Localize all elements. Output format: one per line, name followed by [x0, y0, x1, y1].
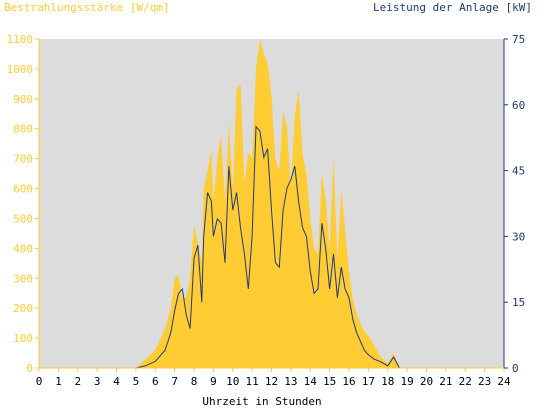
x-tick-label: 21: [439, 375, 452, 388]
x-tick-label: 20: [420, 375, 433, 388]
x-tick-label: 13: [284, 375, 297, 388]
left-tick-label: 100: [13, 332, 33, 345]
x-tick-label: 4: [113, 375, 120, 388]
left-tick-label: 400: [13, 242, 33, 255]
x-tick-label: 12: [265, 375, 278, 388]
left-tick-label: 500: [13, 212, 33, 225]
x-tick-label: 15: [323, 375, 336, 388]
right-tick-label: 30: [512, 230, 525, 243]
x-tick-label: 10: [226, 375, 239, 388]
right-axis-title: Leistung der Anlage [kW]: [373, 1, 532, 14]
left-tick-label: 800: [13, 123, 33, 136]
x-tick-label: 9: [210, 375, 217, 388]
right-tick-label: 45: [512, 165, 525, 178]
x-tick-label: 16: [342, 375, 355, 388]
x-axis-title: Uhrzeit in Stunden: [202, 395, 321, 408]
x-tick-label: 17: [362, 375, 375, 388]
x-tick-label: 18: [381, 375, 394, 388]
left-tick-label: 1000: [7, 63, 34, 76]
right-tick-label: 15: [512, 296, 525, 309]
x-tick-label: 2: [74, 375, 81, 388]
right-tick-label: 60: [512, 99, 525, 112]
x-tick-label: 0: [36, 375, 43, 388]
x-tick-label: 22: [459, 375, 472, 388]
right-tick-label: 75: [512, 33, 525, 46]
x-tick-label: 11: [246, 375, 259, 388]
left-tick-label: 700: [13, 153, 33, 166]
left-tick-label: 300: [13, 272, 33, 285]
x-tick-label: 3: [94, 375, 101, 388]
power-line: [39, 125, 504, 369]
left-tick-label: 600: [13, 183, 33, 196]
left-tick-label: 0: [26, 362, 33, 375]
x-tick-label: 8: [191, 375, 198, 388]
x-tick-label: 6: [152, 375, 159, 388]
x-tick-label: 19: [401, 375, 414, 388]
left-tick-label: 200: [13, 302, 33, 315]
right-tick-label: 0: [512, 362, 519, 375]
x-tick-label: 24: [497, 375, 511, 388]
left-axis-title: Bestrahlungsstärke [W/qm]: [4, 1, 170, 14]
x-tick-label: 14: [304, 375, 318, 388]
left-tick-label: 1100: [7, 33, 34, 46]
x-tick-label: 1: [55, 375, 62, 388]
x-tick-label: 5: [133, 375, 140, 388]
left-tick-label: 900: [13, 93, 33, 106]
x-tick-label: 23: [478, 375, 491, 388]
x-tick-label: 7: [171, 375, 178, 388]
